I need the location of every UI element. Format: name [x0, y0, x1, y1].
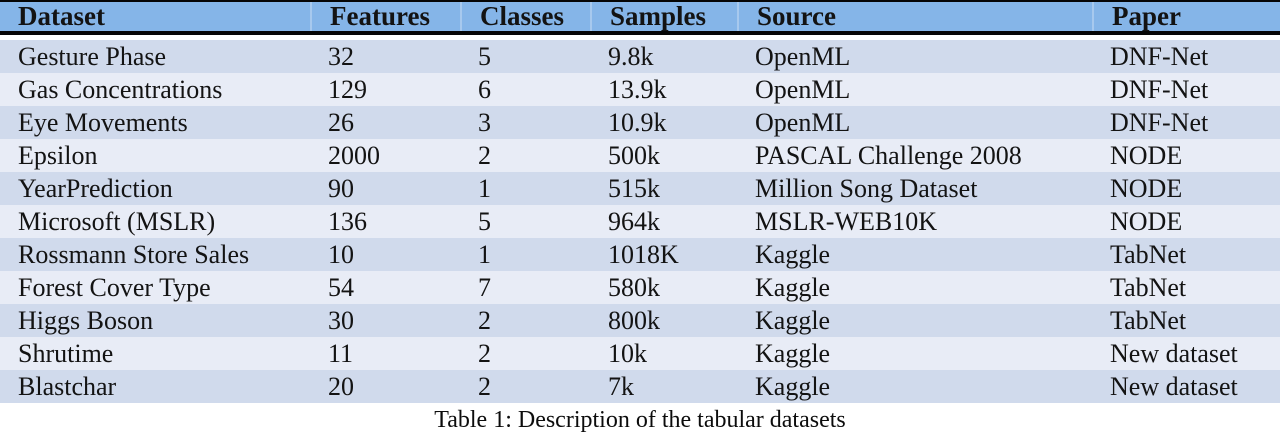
- table-row: Gesture Phase 32 5 9.8k OpenML DNF-Net: [0, 40, 1280, 73]
- table-row: Blastchar 20 2 7k Kaggle New dataset: [0, 370, 1280, 403]
- table-cell: 6: [478, 75, 491, 104]
- table-cell: 54: [328, 273, 354, 302]
- table-cell: 500k: [608, 141, 660, 170]
- table-cell: 580k: [608, 273, 660, 302]
- table-cell: New dataset: [1110, 339, 1238, 368]
- table-cell: NODE: [1110, 174, 1183, 203]
- table-row: Forest Cover Type 54 7 580k Kaggle TabNet: [0, 271, 1280, 304]
- table-cell: 964k: [608, 207, 660, 236]
- table-cell: 2: [478, 339, 491, 368]
- table-cell: OpenML: [755, 75, 851, 104]
- table-cell: 7: [478, 273, 491, 302]
- table-cell: TabNet: [1110, 240, 1187, 269]
- table-row: Gas Concentrations 129 6 13.9k OpenML DNF-Net: [0, 73, 1280, 106]
- column-header: Features: [310, 2, 460, 31]
- table-cell: Eye Movements: [18, 108, 188, 137]
- table-cell: 129: [328, 75, 367, 104]
- table-cell: MSLR-WEB10K: [755, 207, 937, 236]
- table-cell: Shrutime: [18, 339, 114, 368]
- table-cell: Gas Concentrations: [18, 75, 223, 104]
- table-cell: Blastchar: [18, 372, 117, 401]
- table-cell: NODE: [1110, 141, 1183, 170]
- table-cell: Million Song Dataset: [755, 174, 978, 203]
- table-cell: TabNet: [1110, 306, 1187, 335]
- table-cell: 30: [328, 306, 354, 335]
- table-cell: 136: [328, 207, 367, 236]
- table-cell: Rossmann Store Sales: [18, 240, 250, 269]
- table-row: Epsilon 2000 2 500k PASCAL Challenge 2008 NOD…: [0, 139, 1280, 172]
- table-cell: 515k: [608, 174, 660, 203]
- table-cell: Higgs Boson: [18, 306, 154, 335]
- table-cell: 10.9k: [608, 108, 667, 137]
- table-cell: 3: [478, 108, 491, 137]
- column-header: Samples: [590, 2, 737, 31]
- table-cell: 20: [328, 372, 354, 401]
- table-cell: NODE: [1110, 207, 1183, 236]
- table-cell: Kaggle: [755, 273, 831, 302]
- table-cell: DNF-Net: [1110, 75, 1209, 104]
- table-cell: PASCAL Challenge 2008: [755, 141, 1022, 170]
- table-cell: Kaggle: [755, 372, 831, 401]
- column-header: Dataset: [18, 2, 105, 31]
- table-header-row: Dataset Features Classes Samples Source Paper: [0, 2, 1280, 31]
- table-cell: 7k: [608, 372, 634, 401]
- table-cell: DNF-Net: [1110, 108, 1209, 137]
- column-header: Classes: [460, 2, 590, 31]
- table-header-gap: [0, 35, 1280, 40]
- table-cell: 2: [478, 306, 491, 335]
- column-header: Paper: [1092, 2, 1280, 31]
- table-cell: 90: [328, 174, 354, 203]
- table-cell: Kaggle: [755, 339, 831, 368]
- table-cell: 1: [478, 174, 491, 203]
- table-cell: 32: [328, 42, 354, 71]
- table-cell: 1018K: [608, 240, 679, 269]
- table-cell: 1: [478, 240, 491, 269]
- table-row: Higgs Boson 30 2 800k Kaggle TabNet: [0, 304, 1280, 337]
- table-cell: 10k: [608, 339, 647, 368]
- table-cell: Kaggle: [755, 306, 831, 335]
- table-cell: 13.9k: [608, 75, 667, 104]
- table-cell: 26: [328, 108, 354, 137]
- table-cell: 10: [328, 240, 354, 269]
- table-cell: OpenML: [755, 108, 851, 137]
- table-cell: 5: [478, 207, 491, 236]
- table-row: Microsoft (MSLR) 136 5 964k MSLR-WEB10K NODE: [0, 205, 1280, 238]
- table-body: Gesture Phase 32 5 9.8k OpenML DNF-Net Gas Con…: [0, 40, 1280, 403]
- table-cell: TabNet: [1110, 273, 1187, 302]
- table-cell: 11: [328, 339, 354, 368]
- table-cell: Microsoft (MSLR): [18, 207, 216, 236]
- table-cell: 2: [478, 372, 491, 401]
- table-cell: Epsilon: [18, 141, 98, 170]
- table-cell: OpenML: [755, 42, 851, 71]
- table-cell: 5: [478, 42, 491, 71]
- table-cell: DNF-Net: [1110, 42, 1209, 71]
- column-header: Source: [737, 2, 1092, 31]
- table-cell: 9.8k: [608, 42, 654, 71]
- table-row: Eye Movements 26 3 10.9k OpenML DNF-Net: [0, 106, 1280, 139]
- table-row: Rossmann Store Sales 10 1 1018K Kaggle TabNet: [0, 238, 1280, 271]
- table-cell: Forest Cover Type: [18, 273, 211, 302]
- table-cell: YearPrediction: [18, 174, 173, 203]
- table-cell: Gesture Phase: [18, 42, 167, 71]
- table-cell: 2: [478, 141, 491, 170]
- table-row: YearPrediction 90 1 515k Million Song Datase…: [0, 172, 1280, 205]
- table-row: Shrutime 11 2 10k Kaggle New dataset: [0, 337, 1280, 370]
- table-cell: 800k: [608, 306, 660, 335]
- table-header-rule: [0, 31, 1280, 35]
- table-cell: 2000: [328, 141, 380, 170]
- table-cell: New dataset: [1110, 372, 1238, 401]
- table-caption: Table 1: Description of the tabular data…: [434, 407, 846, 433]
- table-cell: Kaggle: [755, 240, 831, 269]
- table-top-rule: [0, 0, 1280, 2]
